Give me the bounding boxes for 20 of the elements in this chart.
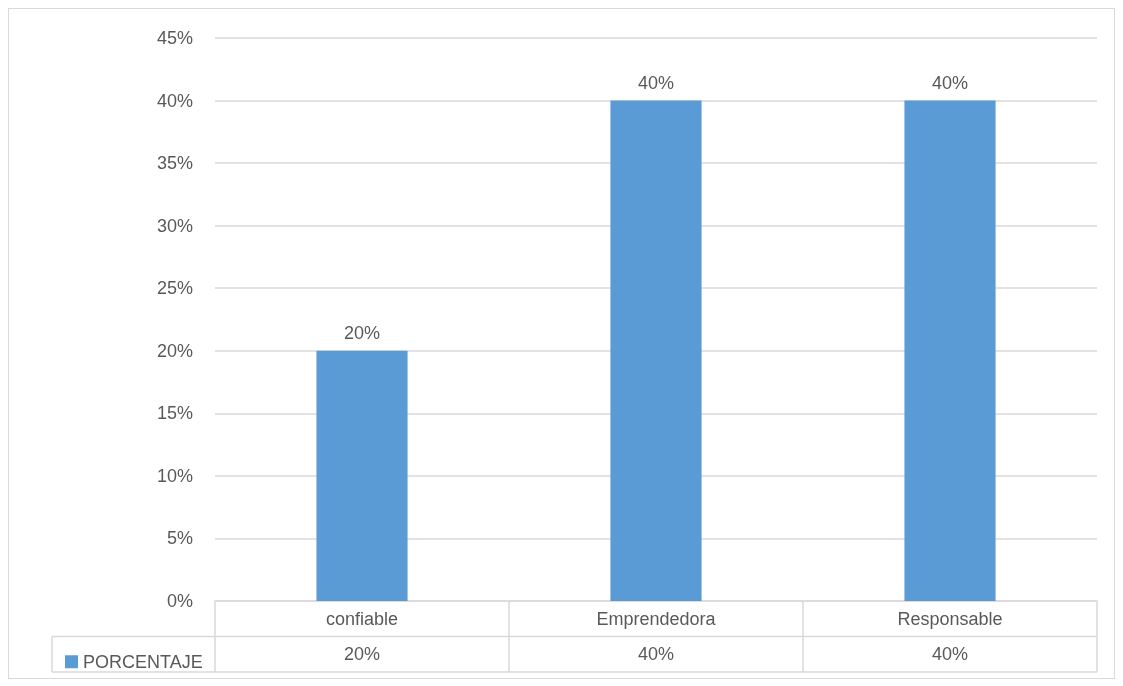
- data-label: 40%: [637, 644, 675, 665]
- text: 40%: [637, 72, 675, 93]
- y-tick-label: 0%: [166, 591, 193, 611]
- text: 40%: [931, 72, 969, 93]
- x-tick-label: Responsable: [897, 609, 1003, 629]
- y-tick-label: 35%: [156, 153, 193, 174]
- legend-label: PORCENTAJE: [83, 651, 203, 672]
- y-tick-label: 10%: [156, 465, 193, 486]
- y-tick-label: 40%: [156, 90, 193, 111]
- y-tick-label: 5%: [166, 528, 193, 549]
- y-tick-label: 30%: [156, 215, 193, 236]
- x-tick-label: confiable: [325, 609, 399, 629]
- y-tick-label: 20%: [156, 340, 193, 361]
- data-label: 40%: [931, 644, 969, 665]
- y-tick-label: 45%: [156, 28, 193, 48]
- y-tick-label: 15%: [156, 403, 193, 424]
- data-label: 20%: [343, 644, 381, 665]
- y-tick-label: 25%: [156, 278, 193, 299]
- x-tick-label: Emprendedora: [596, 609, 717, 629]
- text: 20%: [343, 322, 381, 343]
